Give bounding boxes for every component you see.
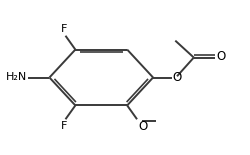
Text: F: F (61, 24, 68, 34)
Text: H₂N: H₂N (6, 73, 27, 82)
Text: O: O (138, 120, 147, 133)
Text: O: O (216, 50, 225, 63)
Text: F: F (61, 121, 68, 131)
Text: O: O (173, 71, 182, 84)
